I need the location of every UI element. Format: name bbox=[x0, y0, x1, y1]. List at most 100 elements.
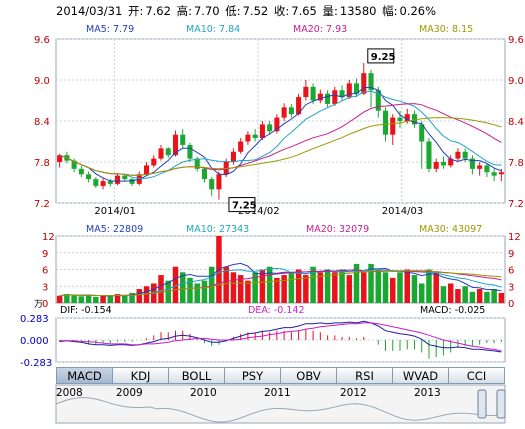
candle-body bbox=[419, 124, 425, 142]
macd-dif-label: DIF: -0.154 bbox=[60, 305, 112, 316]
price-tick-left: 7.8 bbox=[34, 158, 50, 169]
year-label-2012: 2012 bbox=[340, 387, 367, 399]
volume-bar bbox=[237, 275, 244, 303]
candle-body bbox=[165, 148, 171, 156]
tab-boll[interactable]: BOLL bbox=[169, 367, 225, 384]
volume-bar bbox=[143, 286, 150, 303]
volume-bar bbox=[368, 263, 374, 303]
volume-bar bbox=[476, 289, 483, 303]
tab-psy[interactable]: PSY bbox=[225, 367, 281, 384]
price-annotation-label: 9.25 bbox=[371, 52, 396, 63]
candle-body bbox=[462, 151, 468, 159]
range-handle-left[interactable] bbox=[477, 389, 487, 419]
candle-body bbox=[151, 158, 157, 166]
price-annotation-box bbox=[367, 48, 395, 64]
tab-rsi[interactable]: RSI bbox=[337, 367, 393, 384]
price-tick-right: 9.6 bbox=[508, 35, 524, 46]
low-price: 7.52 bbox=[242, 4, 269, 18]
price-tick-right: 7.2 bbox=[508, 199, 524, 210]
tab-kdj[interactable]: KDJ bbox=[113, 367, 169, 384]
price-tick-left: 8.4 bbox=[34, 117, 50, 128]
volume-bar bbox=[114, 294, 121, 303]
indicator-tabs: MACD KDJ BOLL PSY OBV RSI WVAD CCI bbox=[56, 367, 505, 384]
volume-bar bbox=[122, 295, 128, 303]
candle-body bbox=[259, 124, 265, 139]
volume-bar bbox=[194, 283, 200, 303]
volume-value: 13580 bbox=[339, 4, 377, 18]
candle-body bbox=[288, 107, 294, 115]
range-handle-right[interactable] bbox=[496, 389, 506, 419]
volume-bar bbox=[223, 266, 229, 303]
price-tick-left: 7.2 bbox=[34, 199, 50, 210]
candle-body bbox=[267, 124, 273, 132]
volume-bar bbox=[64, 294, 70, 303]
candle-body bbox=[93, 179, 99, 186]
volume-bar bbox=[310, 266, 316, 303]
candle-body bbox=[440, 162, 446, 166]
volume-bar bbox=[295, 269, 302, 303]
volume-bar bbox=[332, 272, 338, 303]
candle-body bbox=[209, 179, 215, 190]
volume-bar bbox=[455, 289, 461, 303]
candle-body bbox=[303, 86, 309, 98]
candle-body bbox=[332, 90, 338, 104]
volume-tick-right: 6 bbox=[508, 266, 514, 277]
macd-dea-line bbox=[59, 322, 502, 352]
candle-body bbox=[107, 181, 113, 184]
volume-tick-right: 3 bbox=[508, 282, 514, 293]
tab-wvad[interactable]: WVAD bbox=[393, 367, 449, 384]
price-tick-right: 8.4 bbox=[508, 117, 524, 128]
date-tick-label: 2014/02 bbox=[238, 206, 280, 217]
candle-body bbox=[477, 165, 483, 169]
price-ma30-line bbox=[59, 117, 502, 176]
volume-bar bbox=[259, 269, 266, 303]
year-label-2009: 2009 bbox=[116, 387, 143, 399]
volume-tick-left: 9 bbox=[42, 249, 48, 260]
candle-body bbox=[433, 162, 439, 169]
volume-tick-right: 0 bbox=[508, 299, 514, 310]
price-tick-left: 9.6 bbox=[34, 35, 50, 46]
volume-bar bbox=[303, 275, 309, 303]
candle-body bbox=[143, 165, 150, 175]
tab-macd[interactable]: MACD bbox=[56, 367, 113, 384]
volume-bar bbox=[245, 280, 251, 303]
volume-bar bbox=[361, 272, 367, 303]
volume-bar bbox=[397, 272, 403, 303]
candle-body bbox=[317, 93, 323, 101]
candle-body bbox=[78, 168, 84, 175]
volume-bar bbox=[187, 277, 193, 303]
price-ma5-line bbox=[59, 87, 502, 182]
candle-body bbox=[129, 179, 135, 184]
volume-bar bbox=[447, 283, 454, 303]
volume-bar bbox=[317, 272, 324, 303]
tab-obv[interactable]: OBV bbox=[281, 367, 337, 384]
volume-unit: 万 bbox=[34, 300, 44, 310]
candle-body bbox=[71, 160, 77, 169]
volume-bar bbox=[252, 272, 258, 303]
candle-body bbox=[390, 117, 396, 135]
volume-bar bbox=[172, 266, 179, 303]
history-overview-line bbox=[55, 397, 506, 423]
volume-bar bbox=[93, 296, 99, 303]
candle-body bbox=[397, 117, 403, 121]
volume-bar bbox=[129, 292, 135, 303]
year-label-2013: 2013 bbox=[414, 387, 441, 399]
tab-cci[interactable]: CCI bbox=[449, 367, 505, 384]
year-label-2008: 2008 bbox=[56, 387, 83, 399]
volume-bar bbox=[266, 266, 273, 303]
candle-body bbox=[491, 172, 497, 176]
volume-bar bbox=[230, 272, 237, 303]
volume-bar bbox=[462, 286, 468, 303]
volume-bar bbox=[78, 296, 85, 303]
candle-body bbox=[100, 181, 106, 186]
price-annotation-box bbox=[228, 197, 256, 213]
candle-body bbox=[484, 165, 490, 173]
candle-body bbox=[187, 144, 193, 159]
candle-body bbox=[216, 174, 222, 190]
candle-body bbox=[158, 148, 164, 159]
volume-bar bbox=[491, 289, 497, 303]
candle-body bbox=[448, 158, 454, 166]
price-tick-right: 9.0 bbox=[508, 76, 524, 87]
year-label-2011: 2011 bbox=[264, 387, 291, 399]
price-tick-right: 7.8 bbox=[508, 158, 524, 169]
